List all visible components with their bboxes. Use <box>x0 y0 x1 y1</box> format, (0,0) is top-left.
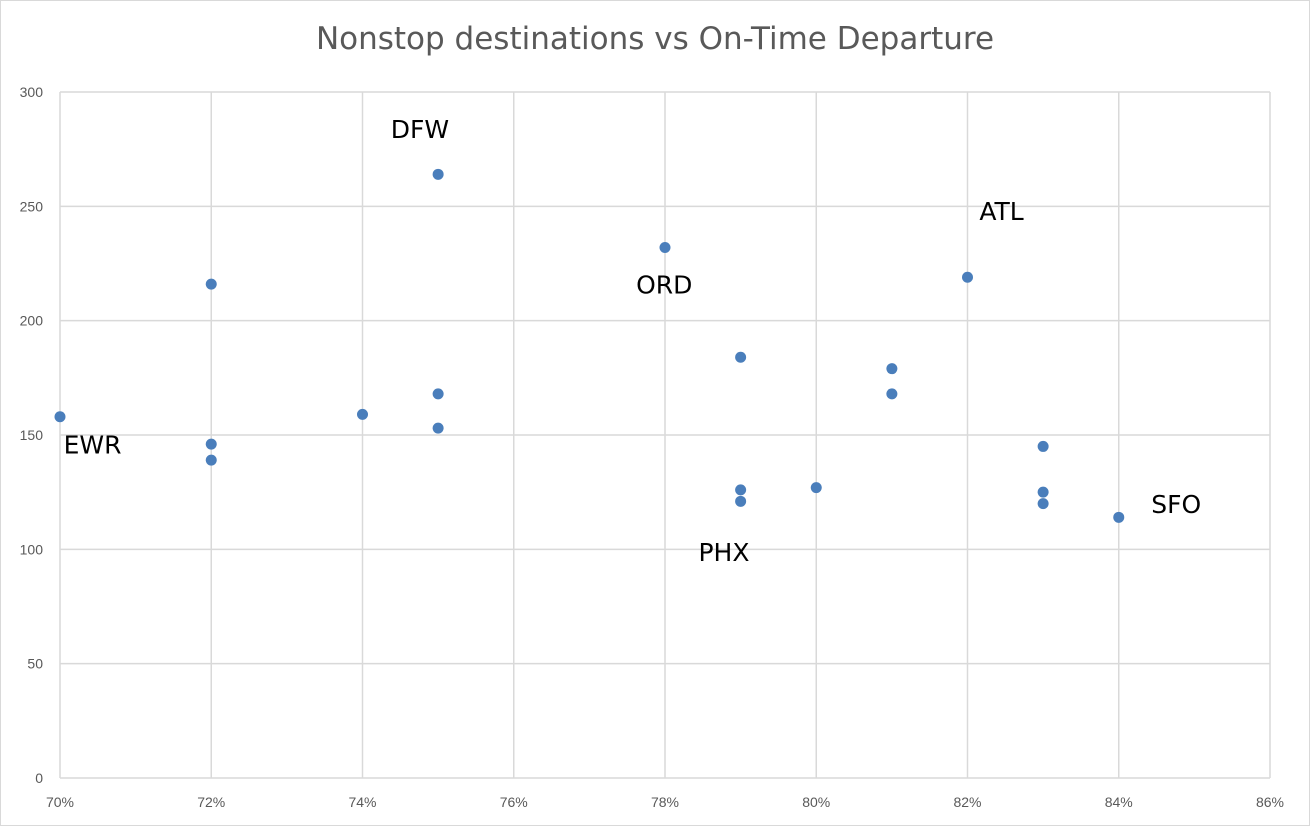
x-tick-label: 72% <box>197 794 225 810</box>
data-point <box>810 482 822 494</box>
data-point <box>962 271 973 283</box>
x-tick-label: 80% <box>802 794 830 810</box>
data-point <box>1113 511 1125 523</box>
data-point <box>432 168 444 180</box>
data-point <box>1037 498 1049 510</box>
y-tick-label: 150 <box>20 427 44 443</box>
x-tick-label: 84% <box>1105 794 1133 810</box>
x-tick-label: 86% <box>1256 794 1284 810</box>
x-tick-label: 70% <box>46 794 74 810</box>
y-tick-label: 300 <box>20 84 44 100</box>
grid-lines <box>59 91 1271 779</box>
data-point <box>659 241 671 253</box>
point-annotation: EWR <box>64 430 122 459</box>
data-point <box>735 484 747 496</box>
data-point <box>735 351 747 363</box>
x-tick-label: 74% <box>348 794 376 810</box>
data-point <box>886 388 898 400</box>
x-tick-label: 82% <box>953 794 981 810</box>
point-annotation: DFW <box>391 115 449 144</box>
data-points <box>54 168 1125 523</box>
data-point <box>1037 440 1049 452</box>
data-point <box>205 438 217 450</box>
data-point <box>432 388 444 400</box>
data-point <box>735 495 747 507</box>
y-tick-label: 100 <box>20 541 44 557</box>
x-tick-label: 76% <box>500 794 528 810</box>
chart-title: Nonstop destinations vs On-Time Departur… <box>315 21 995 57</box>
data-point <box>357 408 368 420</box>
point-annotation: PHX <box>698 538 749 567</box>
data-point <box>205 278 217 290</box>
point-annotations: DFW ATL ORD EWR SFO PHX <box>64 115 1202 567</box>
data-point <box>1037 486 1049 498</box>
y-tick-label: 200 <box>20 313 44 329</box>
data-point <box>886 363 898 375</box>
y-tick-label: 50 <box>27 656 43 672</box>
point-annotation: SFO <box>1151 490 1201 519</box>
data-point <box>54 411 66 423</box>
y-tick-label: 250 <box>20 198 44 214</box>
y-tick-label: 0 <box>35 770 43 786</box>
point-annotation: ATL <box>979 197 1023 226</box>
point-annotation: ORD <box>636 270 692 299</box>
data-point <box>432 422 444 434</box>
x-tick-label: 78% <box>651 794 679 810</box>
data-point <box>205 454 217 466</box>
axis-ticks: 70% 72% 74% 76% 78% 80% 82% 84% 86% 0 50 100 150 200 2… <box>20 84 1284 810</box>
